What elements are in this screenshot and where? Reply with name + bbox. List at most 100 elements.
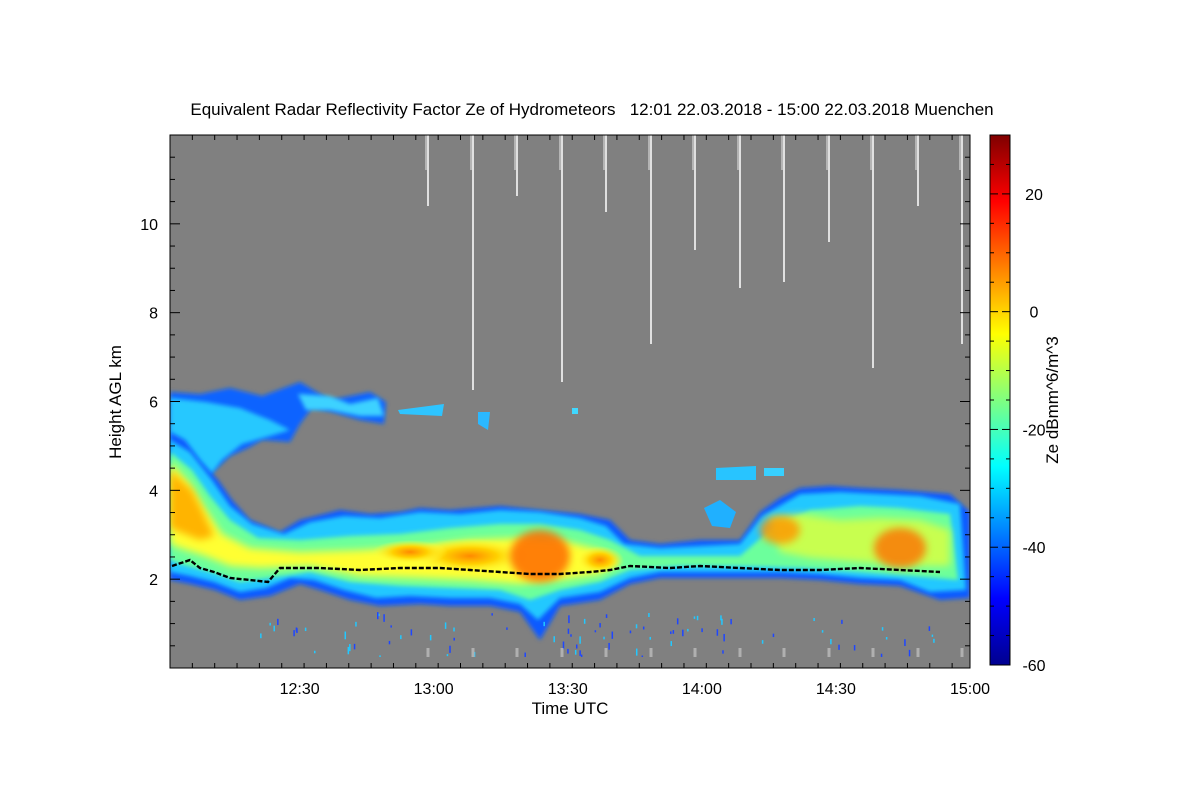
noise-speck (344, 631, 347, 640)
noise-speck (444, 622, 447, 629)
noise-speck (676, 618, 679, 625)
noise-speck (377, 612, 379, 620)
x-axis-title: Time UTC (532, 699, 609, 718)
y-tick-label: 4 (149, 483, 158, 500)
noise-speck (821, 630, 824, 633)
noise-speck (772, 633, 775, 638)
noise-speck (672, 630, 675, 634)
noise-speck (670, 631, 672, 634)
noise-speck (295, 627, 298, 632)
noise-speck (583, 618, 586, 624)
noise-speck (603, 636, 605, 640)
noise-speck (696, 615, 699, 621)
noise-speck (723, 633, 725, 642)
y-tick-label: 10 (140, 217, 158, 234)
x-tick-label: 14:30 (816, 681, 856, 698)
colorbar-tick-label: 0 (1030, 305, 1039, 322)
noise-speck (353, 643, 356, 650)
chart-title: Equivalent Radar Reflectivity Factor Ze … (190, 100, 993, 119)
noise-speck (355, 621, 357, 627)
noise-speck (722, 650, 724, 654)
noise-speck (553, 636, 555, 643)
noise-speck (605, 614, 608, 618)
plot-area (170, 135, 970, 668)
noise-speck (880, 653, 883, 659)
noise-speck (853, 645, 856, 651)
noise-speck (449, 645, 451, 653)
noise-speck (904, 639, 906, 646)
noise-speck (599, 623, 601, 628)
ground-clutter-band (170, 657, 970, 668)
noise-speck (453, 627, 455, 632)
noise-speck (838, 644, 840, 650)
noise-speck (410, 629, 413, 636)
noise-speck (716, 629, 719, 636)
noise-speck (931, 634, 934, 637)
noise-speck (390, 625, 392, 628)
noise-speck (575, 644, 578, 649)
noise-speck (453, 637, 455, 641)
x-tick-label: 14:00 (682, 681, 722, 698)
colorbar-tick-label: -60 (1022, 658, 1045, 675)
noise-speck (446, 654, 449, 657)
noise-speck (579, 650, 581, 656)
noise-speck (885, 637, 888, 640)
noise-speck (682, 629, 684, 637)
noise-speck (260, 633, 262, 639)
noise-speck (293, 630, 295, 637)
noise-speck (908, 649, 911, 657)
noise-speck (881, 627, 884, 631)
noise-speck (429, 634, 432, 641)
colorbar-tick-label: 20 (1025, 187, 1043, 204)
noise-speck (491, 613, 493, 616)
noise-speck (701, 628, 703, 633)
noise-speck (693, 616, 696, 619)
noise-speck (813, 618, 815, 621)
colorbar-ticks: 20 0 -20 -40 -60 (990, 134, 1046, 675)
noise-speck (629, 630, 632, 634)
noise-speck (830, 639, 832, 645)
noise-speck (720, 615, 722, 621)
noise-speck (574, 650, 577, 655)
melting-layer-line (171, 558, 941, 584)
y-tick-label: 2 (149, 572, 158, 589)
main-cloud-layer (170, 432, 970, 640)
noise-speck (349, 644, 351, 652)
noise-speck (506, 627, 508, 630)
noise-speck (608, 642, 610, 650)
noise-speck (378, 613, 380, 617)
colorbar-tick-label: -20 (1022, 422, 1045, 439)
noise-speck (594, 630, 597, 633)
y-tick-label: 6 (149, 395, 158, 412)
noise-speck (649, 636, 652, 640)
noise-speck (473, 651, 476, 658)
noise-speck (611, 631, 614, 639)
noise-speck (670, 641, 673, 647)
noise-speck (567, 648, 569, 654)
noise-speck (635, 624, 638, 629)
vertical-artifact-streaks (425, 135, 964, 664)
noise-speck (761, 640, 764, 644)
noise-speck (567, 628, 570, 634)
noise-speck (400, 635, 402, 640)
colorbar-tick-label: -40 (1022, 540, 1045, 557)
x-axis: 12:30 13:00 13:30 14:00 14:30 15:00 (169, 135, 990, 698)
noise-speck (568, 615, 570, 624)
noise-speck (562, 641, 565, 650)
noise-speck (543, 621, 545, 627)
noise-speck (277, 618, 279, 626)
noise-speck (933, 638, 935, 643)
noise-speck (642, 626, 645, 630)
colorbar: 20 0 -20 -40 -60 Ze dBmm^6/m^3 (989, 134, 1062, 675)
noise-speck (347, 646, 350, 655)
noise-specks (260, 612, 935, 662)
noise-speck (730, 618, 732, 625)
x-tick-label: 12:30 (280, 681, 320, 698)
noise-speck (721, 618, 723, 625)
noise-speck (304, 627, 307, 632)
y-tick-label: 8 (149, 306, 158, 323)
noise-speck (687, 628, 689, 632)
noise-speck (269, 622, 271, 626)
